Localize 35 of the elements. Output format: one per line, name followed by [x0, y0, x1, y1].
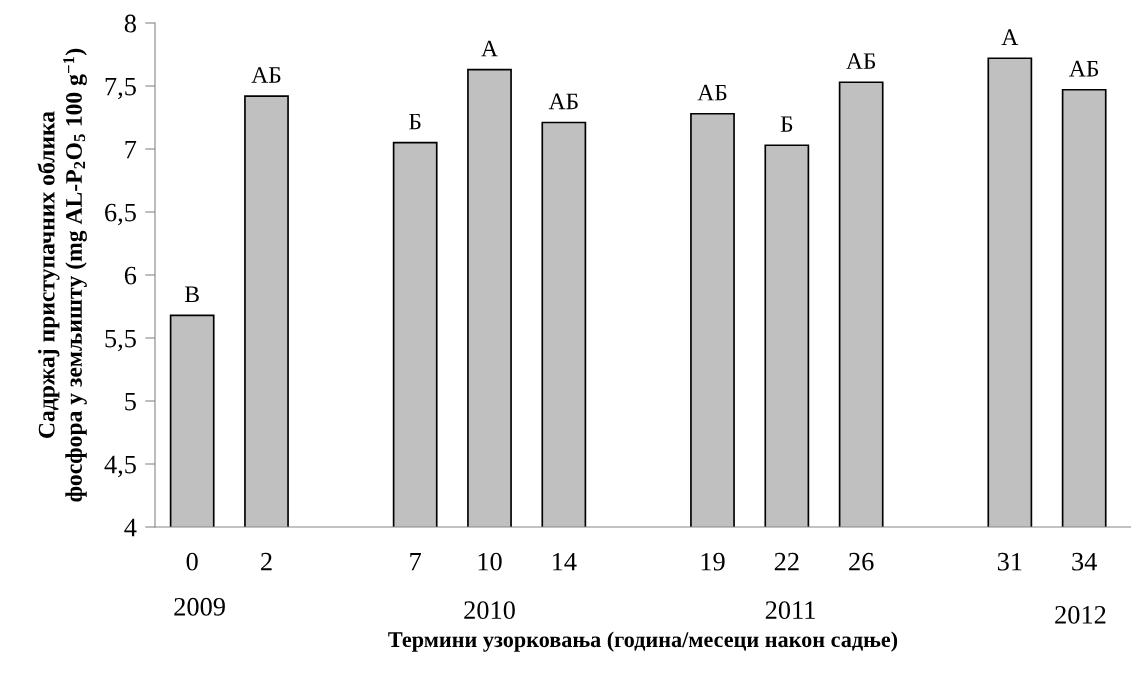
data-label: АБ: [548, 93, 578, 110]
y-tick-label: 7: [125, 140, 137, 159]
x-tick-label: 7: [410, 553, 422, 571]
data-label: АБ: [251, 67, 281, 83]
x-tick-label: 19: [701, 552, 725, 571]
data-label: В: [184, 286, 199, 303]
x-tick-label: 10: [478, 552, 502, 571]
y-tick-label: 5,5: [105, 329, 136, 352]
y-tick-label: 7,5: [105, 77, 136, 100]
x-tick-label: 14: [552, 552, 577, 571]
x-tick-label: 2: [261, 552, 272, 571]
x-tick-label: 0: [186, 552, 198, 571]
text: 2010: [464, 601, 515, 620]
text: 2009: [174, 597, 225, 616]
x-tick-label: 34: [1072, 552, 1097, 571]
x-tick-label: 22: [774, 552, 799, 571]
data-label: А: [481, 40, 498, 57]
y-tick-label: 6,5: [105, 203, 136, 226]
y-tick-label: 5: [125, 392, 136, 411]
data-label: АБ: [697, 84, 727, 101]
x-axis-title: Термини узорковања (година/месеци након садње): [388, 631, 898, 652]
y-tick-label: 6: [124, 266, 137, 285]
y-tick-label: 8: [124, 14, 136, 33]
text: 2011: [765, 601, 815, 620]
data-label: Б: [780, 116, 793, 132]
y-tick-label: 4,5: [104, 455, 136, 478]
data-label: Б: [409, 113, 421, 130]
data-label: А: [1001, 29, 1019, 45]
y-axis-title: Садржај приступачних облика фосфора у земљишту (mg AL-P$_{2}$O$_{5}$ 100 g$^{−1}$): [37, 48, 87, 502]
y-tick-label: 4: [124, 518, 137, 537]
data-label: АБ: [1069, 60, 1099, 77]
x-tick-label: 31: [997, 552, 1022, 571]
data-label: АБ: [846, 53, 876, 69]
x-tick-label: 26: [849, 552, 874, 571]
text: 2012: [1055, 605, 1106, 624]
